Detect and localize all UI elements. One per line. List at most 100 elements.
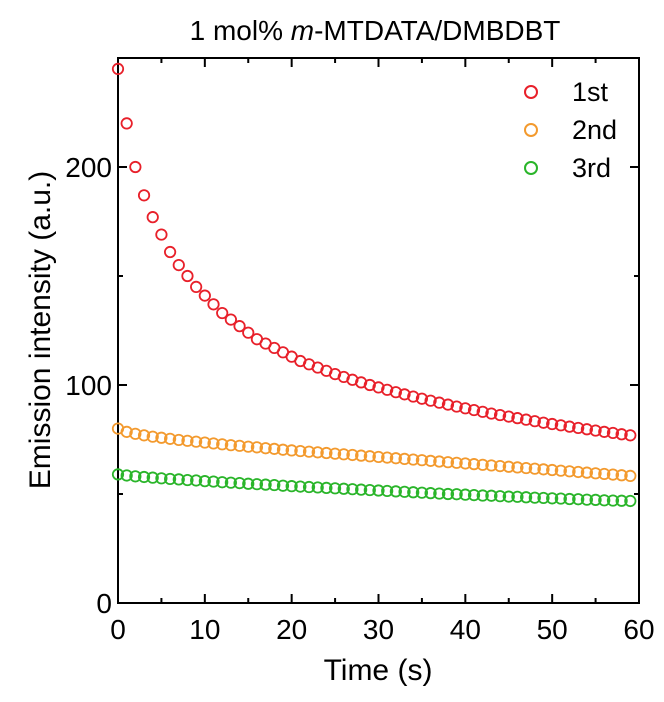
point-1st-1: [120, 117, 133, 130]
point-2nd-55: [589, 467, 602, 480]
point-1st-4: [146, 211, 159, 224]
point-2nd-47: [520, 461, 533, 475]
point-1st-46: [511, 412, 524, 425]
x-tick-label-5: 50: [537, 614, 568, 645]
point-3rd-56: [598, 494, 611, 507]
plot-frame: [117, 57, 640, 604]
point-2nd-48: [528, 462, 541, 475]
point-3rd-14: [233, 476, 246, 490]
point-2nd-36: [424, 454, 437, 467]
point-2nd-25: [328, 447, 342, 460]
point-1st-55: [589, 424, 602, 437]
point-2nd-58: [615, 469, 628, 482]
point-3rd-6: [164, 472, 177, 486]
point-3rd-11: [207, 475, 220, 488]
y-axis-label: Emission intensity (a.u.): [24, 171, 57, 489]
point-2nd-49: [537, 463, 550, 476]
point-1st-33: [398, 388, 411, 401]
point-2nd-15: [242, 440, 255, 453]
point-2nd-11: [207, 437, 220, 450]
point-2nd-29: [363, 450, 376, 463]
point-1st-50: [546, 417, 559, 431]
point-1st-41: [467, 403, 481, 417]
point-2nd-44: [493, 459, 507, 473]
point-3rd-34: [407, 486, 420, 499]
point-3rd-32: [389, 485, 402, 498]
point-3rd-20: [285, 480, 298, 493]
point-2nd-39: [450, 456, 463, 469]
point-2nd-22: [302, 445, 316, 458]
chart-title-suffix: -MTDATA/DMBDBT: [314, 15, 560, 46]
legend-marker-3rd: [524, 161, 538, 175]
point-1st-54: [580, 423, 594, 436]
point-3rd-48: [528, 491, 541, 504]
point-3rd-5: [155, 472, 168, 485]
point-2nd-30: [372, 450, 385, 464]
point-1st-44: [493, 408, 507, 422]
point-2nd-26: [337, 448, 350, 461]
point-3rd-0: [111, 468, 125, 481]
data-points: [111, 62, 637, 508]
point-3rd-58: [615, 494, 628, 507]
legend-label-2nd: 2nd: [572, 115, 617, 145]
point-3rd-7: [172, 473, 185, 486]
point-2nd-35: [415, 454, 429, 467]
point-3rd-55: [589, 493, 602, 506]
point-2nd-57: [606, 468, 620, 481]
point-3rd-3: [137, 470, 151, 484]
point-3rd-31: [381, 484, 394, 498]
point-3rd-18: [268, 478, 281, 492]
legend: 1st 2nd 3rd: [524, 77, 617, 183]
point-3rd-13: [224, 476, 237, 489]
point-3rd-42: [476, 489, 489, 502]
point-3rd-36: [424, 487, 437, 500]
point-3rd-39: [450, 488, 463, 501]
x-tick-label-2: 20: [276, 614, 307, 645]
point-1st-45: [502, 410, 515, 423]
legend-marker-1st: [524, 85, 538, 99]
point-2nd-51: [554, 464, 567, 477]
point-1st-0: [111, 62, 125, 76]
point-1st-31: [381, 383, 394, 396]
point-1st-30: [372, 381, 385, 394]
point-3rd-38: [441, 487, 455, 501]
point-1st-32: [389, 386, 402, 399]
point-3rd-10: [198, 475, 211, 488]
x-tick-label-1: 10: [189, 614, 220, 645]
point-2nd-31: [381, 451, 394, 464]
point-3rd-50: [546, 492, 559, 505]
point-2nd-12: [216, 438, 229, 451]
point-1st-38: [441, 398, 455, 411]
point-2nd-3: [137, 429, 151, 442]
point-2nd-2: [129, 427, 142, 440]
legend-marker-2nd: [524, 123, 538, 137]
point-2nd-10: [198, 436, 211, 449]
legend-label-3rd: 3rd: [572, 153, 611, 183]
point-2nd-46: [511, 461, 524, 474]
point-1st-36: [424, 394, 437, 407]
point-1st-37: [433, 396, 446, 409]
point-1st-35: [415, 392, 429, 405]
y-tick-label-1: 100: [65, 370, 112, 401]
point-2nd-50: [546, 463, 559, 477]
point-3rd-44: [493, 490, 507, 503]
point-3rd-23: [311, 481, 324, 494]
point-2nd-33: [398, 452, 411, 466]
y-tick-label-2: 200: [65, 152, 112, 183]
point-3rd-21: [294, 480, 307, 493]
point-3rd-46: [511, 490, 524, 503]
point-1st-48: [528, 415, 541, 428]
point-2nd-14: [233, 439, 246, 452]
point-2nd-34: [407, 453, 420, 466]
point-3rd-2: [129, 470, 142, 483]
point-3rd-1: [120, 469, 133, 482]
point-2nd-32: [389, 452, 402, 465]
point-2nd-20: [285, 444, 298, 457]
point-3rd-19: [276, 479, 290, 492]
point-1st-15: [242, 326, 255, 339]
point-2nd-27: [346, 448, 359, 462]
point-2nd-56: [598, 467, 611, 481]
point-1st-59: [624, 429, 637, 442]
point-2nd-42: [476, 458, 489, 471]
point-3rd-53: [572, 493, 585, 506]
